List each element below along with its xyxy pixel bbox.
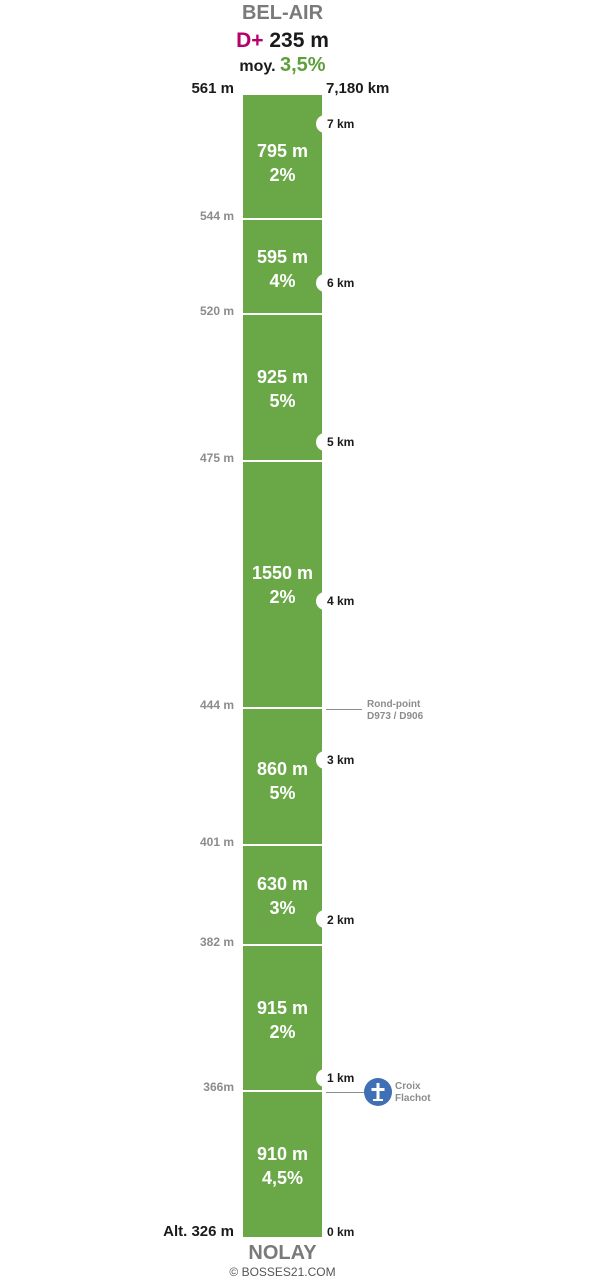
km-label-1: 1 km [327, 1071, 355, 1085]
start-altitude: Alt. 326 m [163, 1223, 234, 1240]
segment-2-grade: 4% [269, 271, 296, 291]
poi-croix-line2: Flachot [395, 1093, 431, 1104]
start-name: NOLAY [248, 1242, 317, 1264]
elevation-gain: D+ 235 m [0, 29, 565, 53]
segment-5-grade: 5% [269, 783, 296, 803]
km-label-2: 2 km [327, 913, 355, 927]
km-notch-3 [316, 751, 330, 769]
segment-4: 1550 m 2% [243, 462, 322, 708]
km-label-5: 5 km [327, 435, 355, 449]
altitude-label-475: 475 m [199, 451, 234, 465]
segment-3-length: 925 m [256, 367, 309, 387]
km-label-3: 3 km [327, 753, 355, 767]
segment-2: 595 m 4% [243, 220, 322, 314]
segment-4-length: 1550 m [251, 563, 314, 583]
summit-name: BEL-AIR [241, 2, 324, 24]
segment-8-grade: 4,5% [261, 1168, 304, 1188]
segment-6: 630 m 3% [243, 846, 322, 945]
cross-icon [364, 1078, 392, 1106]
altitude-label-401: 401 m [199, 835, 234, 849]
poi-roundabout-line2: D973 / D906 [367, 711, 424, 722]
segment-8-length: 910 m [256, 1144, 309, 1164]
km-notch-7 [316, 115, 330, 133]
segment-5-length: 860 m [256, 759, 309, 779]
average-grade: moy. 3,5% [0, 54, 565, 77]
avg-prefix: moy. [239, 58, 276, 75]
km-notch-2 [316, 910, 330, 928]
poi-roundabout: Rond-point D973 / D906 [367, 699, 423, 723]
start-distance: 0 km [327, 1225, 355, 1239]
km-notch-5 [316, 433, 330, 451]
segment-6-grade: 3% [269, 898, 296, 918]
segment-1-grade: 2% [269, 165, 296, 185]
km-label-7: 7 km [327, 117, 355, 131]
poi-croix-line1: Croix [395, 1081, 421, 1092]
top-distance: 7,180 km [326, 80, 390, 97]
segment-7-grade: 2% [269, 1022, 296, 1042]
altitude-label-444: 444 m [199, 698, 234, 712]
altitude-label-544: 544 m [199, 209, 234, 223]
segment-1: 795 m 2% [243, 95, 322, 219]
km-notch-6 [316, 274, 330, 292]
km-notch-4 [316, 592, 330, 610]
segment-7-length: 915 m [256, 998, 309, 1018]
gain-prefix: D+ [236, 29, 264, 52]
km-notch-1 [316, 1069, 330, 1087]
poi-roundabout-line [326, 709, 362, 710]
poi-roundabout-line1: Rond-point [367, 699, 421, 710]
segment-8: 910 m 4,5% [243, 1092, 322, 1237]
segment-3: 925 m 5% [243, 315, 322, 461]
segment-6-length: 630 m [256, 874, 309, 894]
segment-4-grade: 2% [269, 587, 296, 607]
segment-3-grade: 5% [269, 391, 296, 411]
poi-croix-flachot: Croix Flachot [395, 1081, 431, 1105]
top-altitude: 561 m [191, 80, 234, 97]
km-label-6: 6 km [327, 276, 355, 290]
altitude-label-382: 382 m [199, 935, 234, 949]
km-label-4: 4 km [327, 594, 355, 608]
copyright: © BOSSES21.COM [229, 1265, 336, 1279]
segment-2-length: 595 m [256, 247, 309, 267]
poi-cross-line [326, 1092, 364, 1093]
gain-value: 235 m [269, 29, 329, 52]
altitude-label-366: 366m [203, 1080, 234, 1094]
avg-value: 3,5% [280, 54, 326, 76]
segment-1-length: 795 m [256, 141, 309, 161]
profile-bar: 795 m 2% 595 m 4% 925 m 5% 1550 m 2% 860… [243, 95, 322, 1237]
segment-7: 915 m 2% [243, 946, 322, 1091]
altitude-label-520: 520 m [199, 304, 234, 318]
segment-5: 860 m 5% [243, 709, 322, 845]
